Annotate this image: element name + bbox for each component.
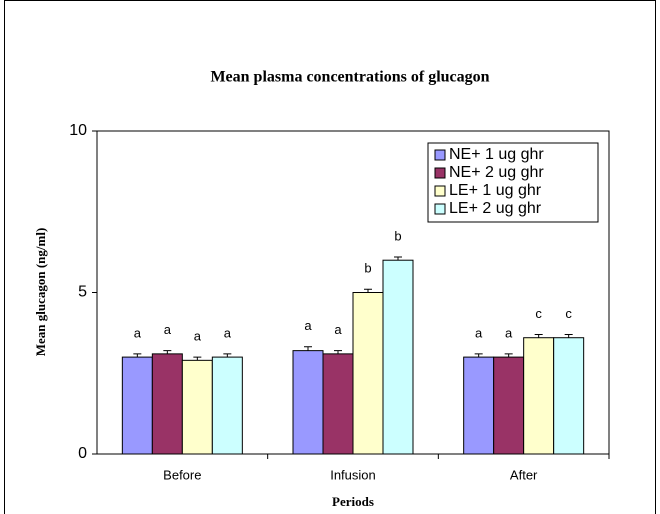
legend-label: NE+ 2 ug ghr (449, 164, 544, 181)
bar-annotation: b (394, 228, 401, 243)
y-tick-label: 0 (78, 445, 87, 462)
error-bar (133, 353, 142, 358)
chart-frame (4, 0, 656, 514)
x-tick-label: Infusion (330, 467, 376, 482)
error-bar (504, 353, 513, 358)
bar-annotation: a (304, 318, 312, 333)
bar (553, 337, 585, 455)
bar (181, 359, 213, 455)
bar (352, 292, 384, 455)
legend-label: LE+ 2 ug ghr (449, 200, 542, 217)
legend-swatch (434, 167, 446, 179)
bar-annotation: a (505, 325, 513, 340)
bar (382, 259, 414, 455)
legend-swatch (434, 203, 446, 215)
legend-label: NE+ 1 ug ghr (449, 146, 544, 163)
error-bar (474, 353, 483, 358)
legend-swatch (434, 185, 446, 197)
error-bar (534, 333, 543, 338)
bar (151, 353, 183, 455)
x-tick-label: Before (163, 467, 201, 482)
bar-annotation: a (134, 325, 142, 340)
bar-annotation: c (565, 306, 572, 321)
y-tick-label: 10 (69, 122, 87, 139)
y-axis-label: Mean glucagon (ng/ml) (33, 228, 48, 357)
bar (463, 356, 495, 455)
bar-annotation: a (224, 325, 232, 340)
bar-annotation: b (364, 261, 371, 276)
chart-title: Mean plasma concentrations of glucagon (210, 69, 489, 86)
error-bar (334, 350, 342, 354)
legend (427, 142, 599, 223)
bar (493, 356, 525, 455)
bar-annotation: a (334, 322, 342, 337)
bar (292, 350, 324, 455)
bar (121, 356, 153, 455)
error-bar (223, 353, 232, 358)
bar (322, 353, 354, 455)
legend-swatch (434, 149, 446, 161)
legend-label: LE+ 1 ug ghr (449, 182, 542, 199)
bar-annotation: a (164, 322, 172, 337)
y-tick-label: 5 (78, 284, 87, 301)
bar (523, 337, 555, 455)
error-bar (394, 256, 402, 261)
bar-annotation: a (475, 325, 483, 340)
bar-annotation: a (194, 329, 202, 344)
error-bar (193, 356, 202, 361)
error-bar (304, 346, 312, 351)
error-bar (564, 333, 573, 338)
x-tick-label: After (510, 467, 538, 482)
bar-annotation: c (535, 306, 542, 321)
error-bar (364, 288, 372, 293)
x-axis-label: Periods (332, 494, 374, 509)
error-bar (163, 350, 172, 354)
bar (211, 356, 243, 455)
